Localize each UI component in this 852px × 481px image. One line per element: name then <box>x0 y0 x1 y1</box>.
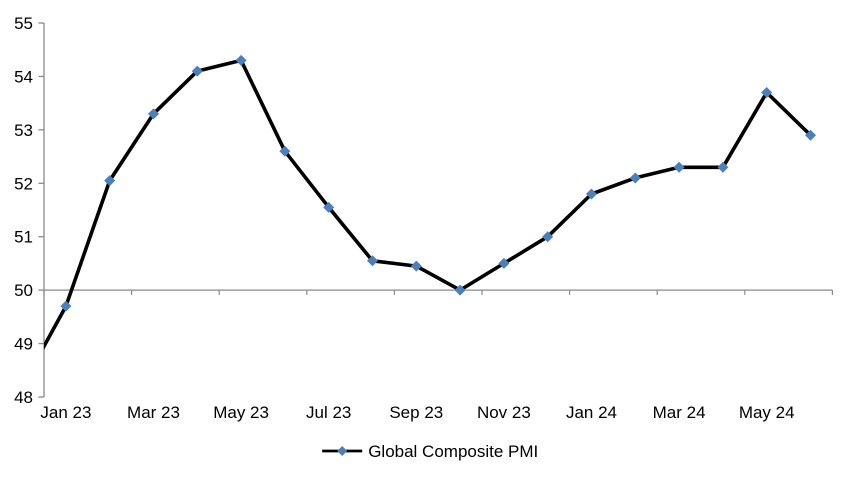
y-tick-label: 50 <box>14 281 33 300</box>
pmi-marker <box>717 161 729 173</box>
x-axis-label: May 23 <box>213 403 269 422</box>
x-axis-label: Mar 24 <box>653 403 706 422</box>
pmi-marker <box>586 188 597 200</box>
pmi-series-line <box>44 58 813 351</box>
pmi-marker <box>454 284 466 296</box>
pmi-marker <box>279 145 291 157</box>
y-tick-label: 51 <box>14 228 33 247</box>
pmi-marker <box>104 175 116 187</box>
legend-label: Global Composite PMI <box>368 442 538 461</box>
x-axis-label: May 24 <box>739 403 795 422</box>
pmi-marker <box>805 129 816 141</box>
pmi-marker <box>323 201 335 213</box>
pmi-marker <box>410 260 422 272</box>
pmi-marker <box>235 54 247 66</box>
pmi-marker <box>148 108 159 120</box>
pmi-marker <box>191 65 203 77</box>
y-tick-label: 49 <box>14 335 33 354</box>
pmi-marker <box>629 172 641 184</box>
legend-diamond-icon <box>337 446 348 456</box>
x-axis-label: Nov 23 <box>477 403 531 422</box>
x-axis-label: Jul 23 <box>306 403 351 422</box>
pmi-marker <box>542 231 554 243</box>
y-tick-label: 54 <box>14 67 33 86</box>
pmi-marker <box>60 300 72 312</box>
y-tick-label: 52 <box>14 174 33 193</box>
y-tick-label: 55 <box>14 14 33 33</box>
pmi-marker <box>367 255 378 267</box>
x-axis-label: Jan 24 <box>566 403 617 422</box>
pmi-marker <box>498 257 510 269</box>
x-axis-label: Mar 23 <box>127 403 180 422</box>
x-axis-label: Sep 23 <box>389 403 443 422</box>
pmi-marker <box>673 161 685 173</box>
x-axis-label: Jan 23 <box>40 403 91 422</box>
pmi-marker <box>761 86 773 98</box>
y-tick-label: 53 <box>14 121 33 140</box>
y-tick-label: 48 <box>14 388 33 407</box>
